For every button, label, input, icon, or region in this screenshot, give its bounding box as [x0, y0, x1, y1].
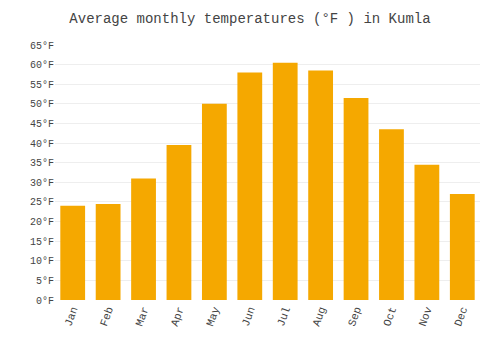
svg-text:30°F: 30°F: [30, 178, 54, 189]
svg-text:5°F: 5°F: [36, 276, 54, 287]
svg-text:10°F: 10°F: [30, 256, 54, 267]
svg-text:Oct: Oct: [381, 305, 399, 328]
svg-text:15°F: 15°F: [30, 237, 54, 248]
svg-text:Jun: Jun: [240, 305, 258, 328]
svg-text:45°F: 45°F: [30, 119, 54, 130]
svg-text:25°F: 25°F: [30, 197, 54, 208]
svg-text:65°F: 65°F: [30, 41, 54, 52]
svg-text:20°F: 20°F: [30, 217, 54, 228]
svg-text:Average monthly temperatures (: Average monthly temperatures (°F ) in Ku…: [69, 11, 430, 27]
svg-text:40°F: 40°F: [30, 139, 54, 150]
svg-text:Aug: Aug: [311, 305, 329, 328]
svg-text:0°F: 0°F: [36, 296, 54, 307]
svg-text:Nov: Nov: [417, 305, 435, 328]
svg-text:Jan: Jan: [63, 305, 81, 328]
svg-text:35°F: 35°F: [30, 158, 54, 169]
svg-text:50°F: 50°F: [30, 99, 54, 110]
svg-text:May: May: [204, 305, 222, 328]
svg-text:Jul: Jul: [275, 305, 293, 328]
svg-text:60°F: 60°F: [30, 60, 54, 71]
svg-text:Mar: Mar: [133, 305, 151, 328]
svg-text:Feb: Feb: [98, 305, 116, 328]
svg-text:Apr: Apr: [169, 305, 187, 328]
svg-text:Dec: Dec: [452, 305, 470, 328]
svg-text:Sep: Sep: [346, 305, 364, 328]
svg-text:55°F: 55°F: [30, 80, 54, 91]
